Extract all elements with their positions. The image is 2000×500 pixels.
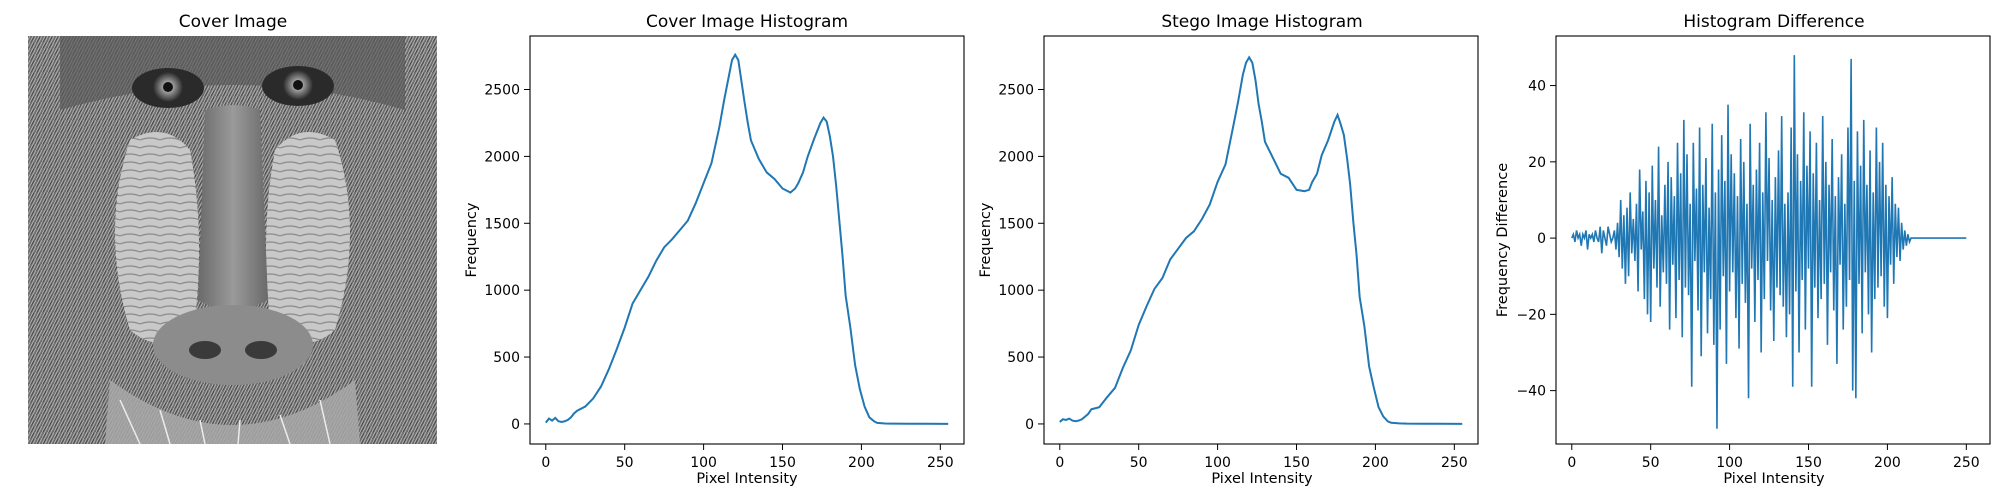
cover-image-panel: Cover Image [28, 12, 437, 445]
stego-histogram-xlabel: Pixel Intensity [1211, 471, 1313, 487]
histogram-difference-x-axis: 0 50 100 150 200 250 [1567, 444, 1980, 471]
stego-histogram-line [1059, 55, 1463, 425]
stego-histogram-x-tick-label: 150 [1283, 455, 1310, 471]
cover-histogram-x-axis: 0 50 100 150 200 250 [541, 444, 954, 471]
histogram-difference-x-tick-label: 0 [1567, 455, 1576, 471]
histogram-difference-y-tick-label: 0 [1537, 231, 1546, 247]
cover-histogram-y-tick-label: 2000 [484, 149, 520, 165]
cover-histogram-x-tick-label: 50 [616, 455, 634, 471]
cover-histogram-xlabel: Pixel Intensity [696, 471, 798, 487]
cover-histogram-line [544, 52, 949, 425]
stego-histogram-ylabel: Frequency [978, 202, 994, 277]
stego-histogram-y-tick-label: 1500 [998, 216, 1034, 232]
stego-histogram-y-tick-label: 0 [1025, 417, 1034, 433]
histogram-difference-x-tick-label: 150 [1795, 455, 1822, 471]
histogram-difference-y-tick-label: −20 [1516, 307, 1546, 323]
cover-histogram-title: Cover Image Histogram [646, 12, 848, 32]
stego-histogram-title: Stego Image Histogram [1161, 12, 1362, 32]
histogram-difference-x-tick-label: 250 [1953, 455, 1980, 471]
stego-histogram-x-tick-label: 200 [1362, 455, 1389, 471]
cover-image-title: Cover Image [179, 12, 287, 32]
histogram-difference-line [1571, 55, 1967, 429]
stego-histogram-plot-area [1043, 35, 1479, 445]
cover-histogram-x-tick-label: 200 [848, 455, 875, 471]
histogram-difference-y-tick-label: 40 [1528, 79, 1546, 95]
stego-histogram-y-tick-label: 500 [1007, 350, 1034, 366]
cover-histogram-y-tick-label: 2500 [484, 83, 520, 99]
cover-histogram-ylabel: Frequency [464, 202, 480, 277]
cover-histogram-y-tick-label: 1000 [484, 283, 520, 299]
cover-image [28, 36, 437, 445]
histogram-difference-x-tick-label: 50 [1642, 455, 1660, 471]
histogram-difference-x-tick-label: 200 [1874, 455, 1901, 471]
stego-histogram-x-tick-label: 100 [1204, 455, 1231, 471]
histogram-difference-xlabel: Pixel Intensity [1723, 471, 1825, 487]
stego-histogram-x-axis: 0 50 100 150 200 250 [1055, 444, 1468, 471]
cover-histogram-x-tick-label: 250 [927, 455, 954, 471]
cover-histogram-y-tick-label: 0 [511, 417, 520, 433]
histogram-difference-title: Histogram Difference [1683, 12, 1864, 32]
cover-histogram-panel: Cover Image Histogram 0 50 100 150 200 250 0 5… [464, 12, 965, 487]
stego-histogram-x-tick-label: 250 [1441, 455, 1468, 471]
cover-histogram-x-tick-label: 150 [769, 455, 796, 471]
cover-histogram-y-axis: 0 500 1000 1500 2000 2500 [484, 83, 530, 433]
stego-histogram-y-tick-label: 2500 [998, 83, 1034, 99]
cover-histogram-y-tick-label: 1500 [484, 216, 520, 232]
histogram-difference-y-tick-label: 20 [1528, 155, 1546, 171]
histogram-difference-ylabel: Frequency Difference [1495, 163, 1511, 317]
stego-histogram-y-axis: 0 500 1000 1500 2000 2500 [998, 83, 1044, 433]
stego-histogram-panel: Stego Image Histogram 0 50 100 150 200 250 0 5… [978, 12, 1479, 487]
histogram-difference-y-axis: −40 −20 0 20 40 [1516, 79, 1556, 400]
stego-histogram-x-tick-label: 0 [1055, 455, 1064, 471]
cover-histogram-x-tick-label: 0 [541, 455, 550, 471]
stego-histogram-y-tick-label: 1000 [998, 283, 1034, 299]
histogram-difference-x-tick-label: 100 [1716, 455, 1743, 471]
histogram-difference-plot-area [1555, 35, 1991, 445]
cover-histogram-x-tick-label: 100 [690, 455, 717, 471]
stego-histogram-y-tick-label: 2000 [998, 149, 1034, 165]
stego-histogram-x-tick-label: 50 [1130, 455, 1148, 471]
cover-histogram-y-tick-label: 500 [493, 350, 520, 366]
histogram-difference-y-tick-label: −40 [1516, 384, 1546, 400]
histogram-difference-panel: Histogram Difference 0 50 100 150 200 250 −40… [1495, 12, 1991, 487]
cover-histogram-plot-area [529, 35, 965, 445]
